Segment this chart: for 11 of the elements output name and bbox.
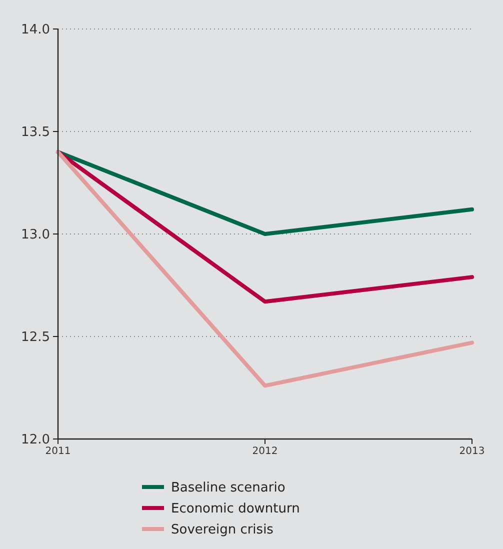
x-tick-label: 2013: [459, 446, 485, 457]
x-tick-label: 2012: [252, 446, 278, 457]
legend-label: Baseline scenario: [171, 480, 286, 496]
legend-label: Economic downturn: [171, 502, 300, 517]
y-tick-label: 12.5: [21, 330, 50, 346]
legend-label: Sovereign crisis: [171, 522, 274, 538]
y-tick-label: 13.0: [21, 228, 50, 243]
y-tick-label: 14.0: [21, 22, 50, 38]
y-tick-label: 13.5: [21, 125, 50, 140]
y-tick-label: 12.0: [21, 432, 50, 448]
x-tick-label: 2011: [45, 446, 71, 457]
